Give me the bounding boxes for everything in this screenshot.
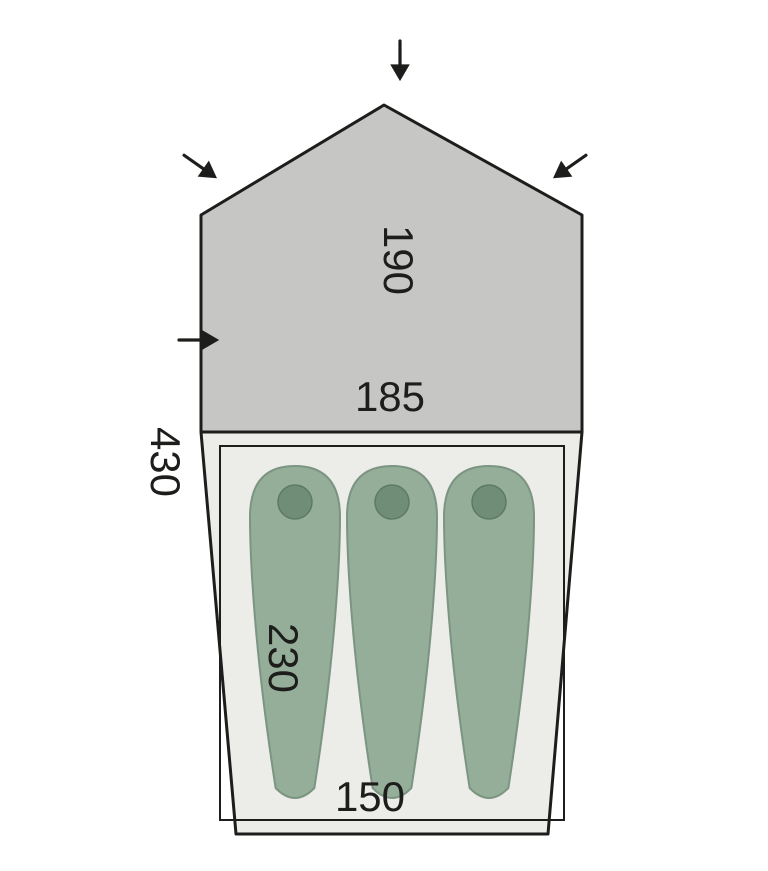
dimension-total-length: 430 [142, 427, 189, 497]
entry-arrow-icon [180, 150, 218, 183]
dimension-sleep-length: 230 [260, 623, 307, 693]
dimension-vestibule-depth: 190 [375, 225, 422, 295]
dimension-vestibule-width: 185 [355, 373, 425, 420]
entry-arrow-icon [552, 150, 590, 183]
tent-floorplan-diagram: 190 185 430 230 150 [0, 0, 768, 871]
entry-arrow-icon [179, 333, 216, 347]
entry-arrow-icon [393, 41, 407, 78]
dimension-sleep-width: 150 [335, 773, 405, 820]
